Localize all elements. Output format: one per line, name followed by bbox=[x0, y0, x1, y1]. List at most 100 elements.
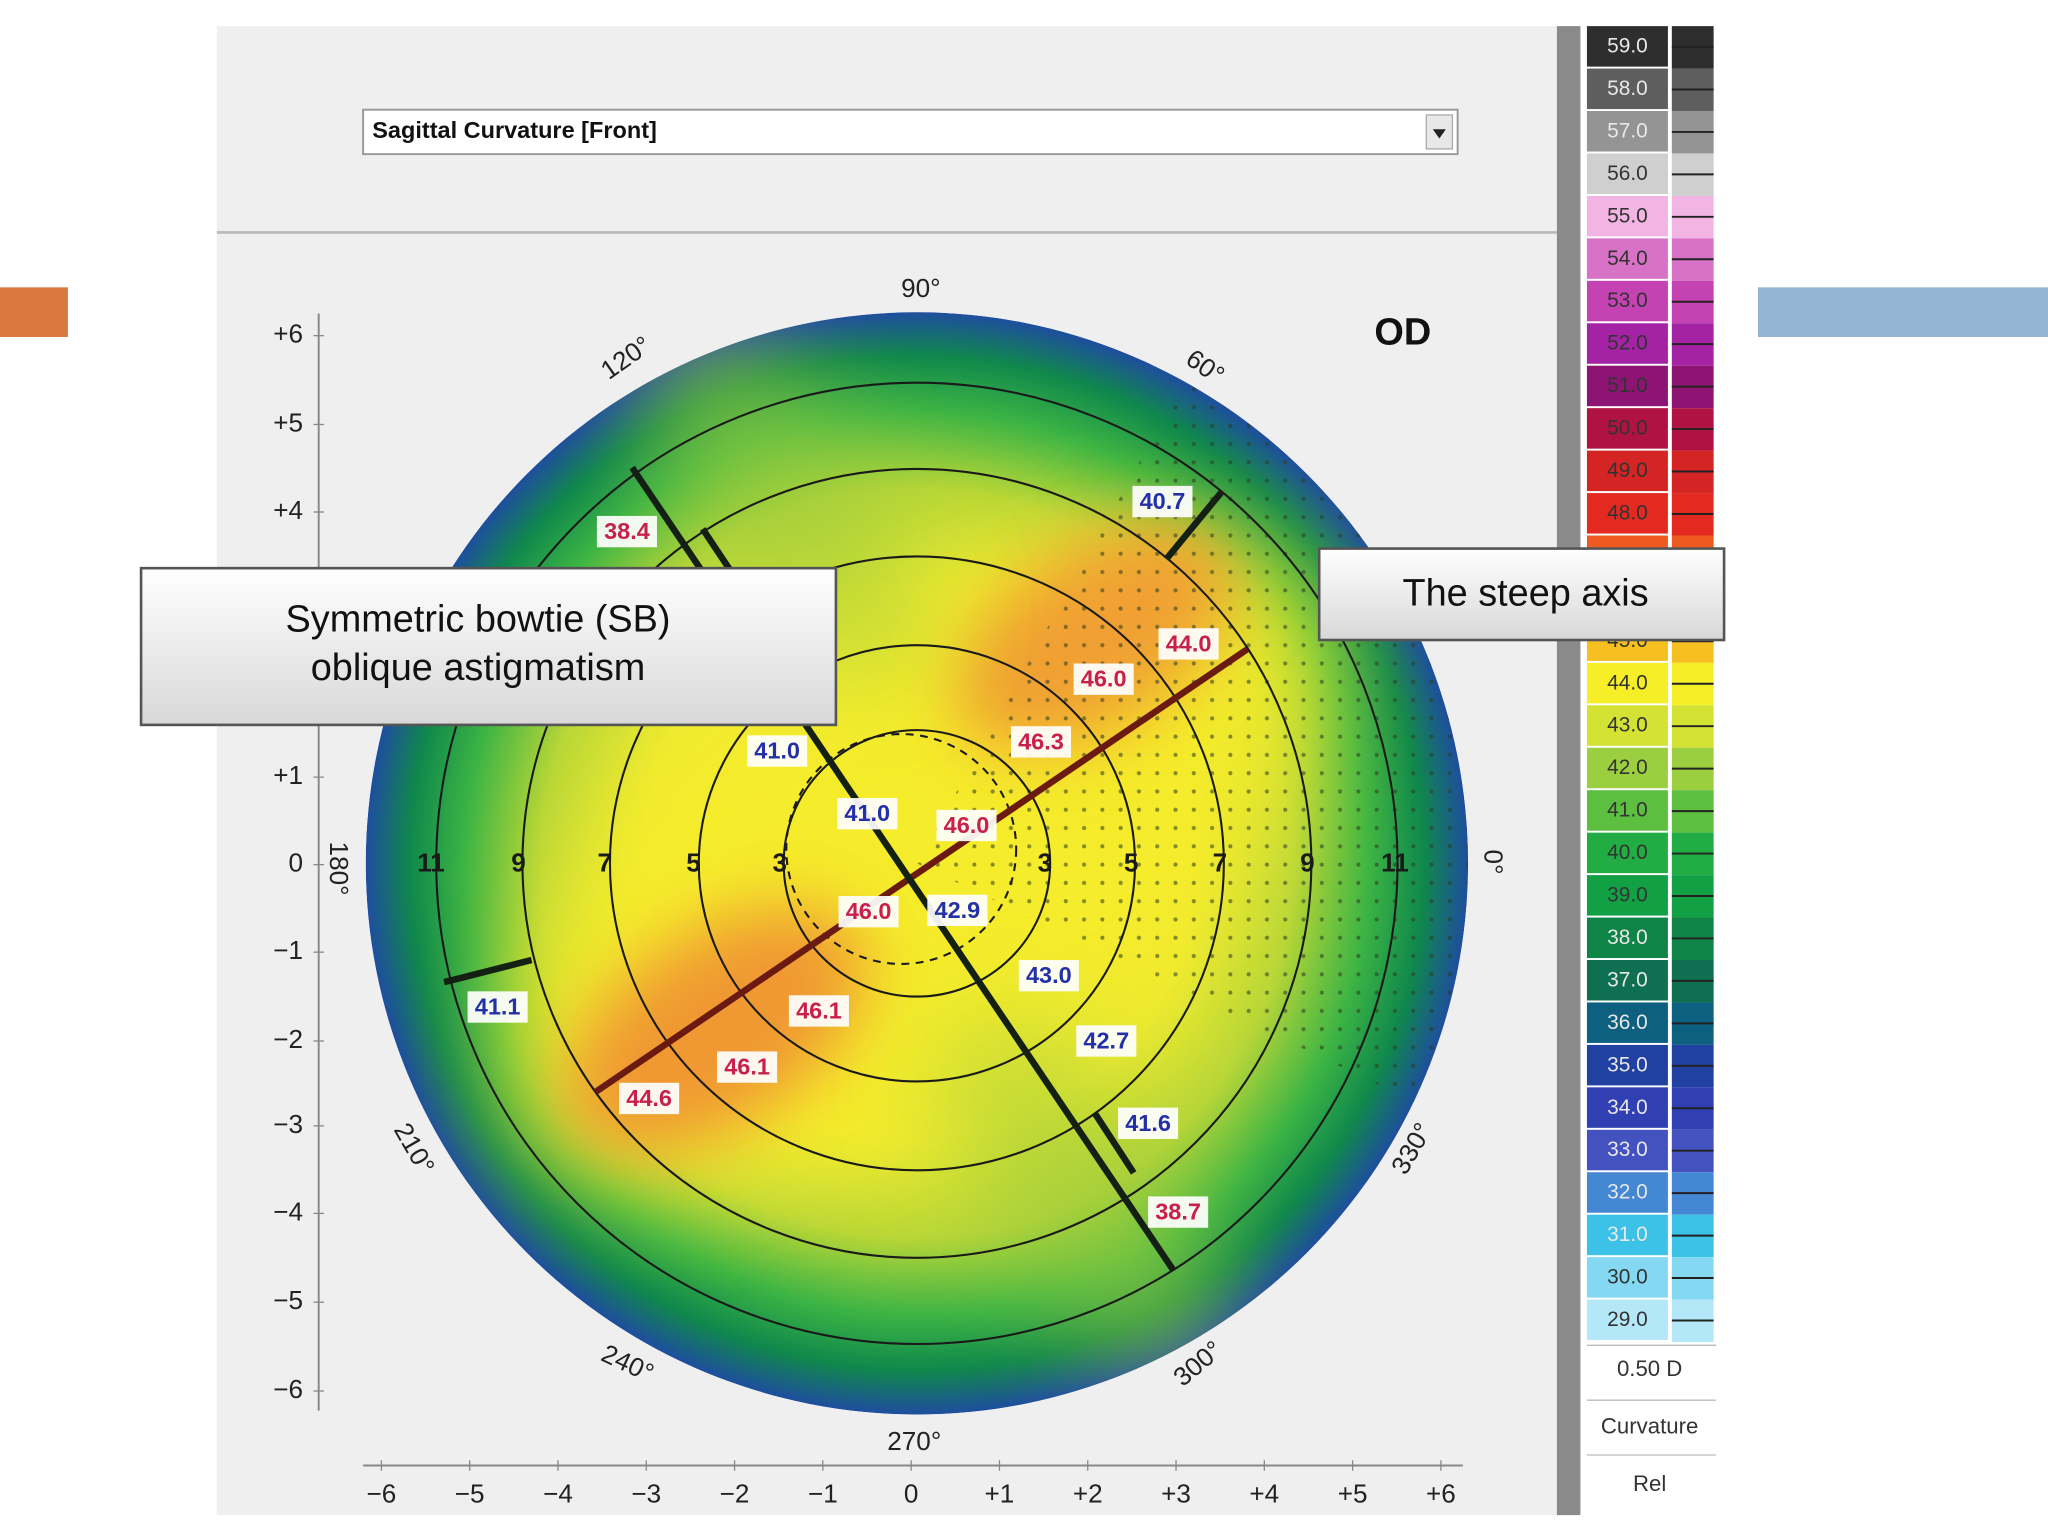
ring-label: 11 bbox=[1381, 848, 1409, 878]
angle-label: 0° bbox=[1479, 850, 1509, 875]
x-tick-label: −5 bbox=[455, 1478, 485, 1508]
x-tick-label: +5 bbox=[1338, 1478, 1368, 1508]
value-box bbox=[838, 896, 899, 928]
value-box bbox=[1158, 628, 1219, 660]
scale-label: 56.0 bbox=[1607, 162, 1648, 185]
callout-text: Symmetric bowtie (SB) bbox=[286, 599, 671, 641]
scale-swatch bbox=[1586, 238, 1668, 279]
scale-swatch bbox=[1586, 875, 1668, 916]
dropdown[interactable] bbox=[362, 108, 1459, 156]
callout-box bbox=[1317, 547, 1726, 642]
scale-label: 41.0 bbox=[1607, 799, 1648, 822]
value-label: 46.1 bbox=[724, 1054, 770, 1080]
scale-swatch bbox=[1586, 450, 1668, 492]
ring-label: 11 bbox=[417, 848, 445, 878]
scale-step: 0.50 D bbox=[1617, 1356, 1682, 1381]
scale-label: 30.0 bbox=[1607, 1266, 1648, 1289]
scale-swatch bbox=[1586, 111, 1668, 152]
meridian-mark bbox=[1091, 1111, 1137, 1175]
value-label: 43.0 bbox=[1026, 962, 1072, 988]
callout-text: oblique astigmatism bbox=[311, 647, 646, 689]
accent-left bbox=[0, 287, 68, 337]
value-box bbox=[1118, 1107, 1179, 1139]
y-tick-label: +5 bbox=[273, 407, 303, 437]
scale-swatch bbox=[1586, 408, 1668, 449]
scale-label: 49.0 bbox=[1607, 459, 1648, 482]
ring bbox=[782, 729, 1052, 998]
value-label: 46.0 bbox=[846, 898, 892, 924]
value-label: 41.6 bbox=[1125, 1110, 1171, 1136]
scale-swatch bbox=[1586, 68, 1668, 110]
x-tick-label: −6 bbox=[366, 1478, 396, 1508]
value-box bbox=[1148, 1196, 1209, 1228]
scale-label: 40.0 bbox=[1607, 841, 1648, 864]
value-box bbox=[936, 809, 997, 842]
scale-swatch bbox=[1586, 1087, 1668, 1128]
value-label: 46.1 bbox=[796, 997, 842, 1023]
value-label: 42.9 bbox=[935, 897, 981, 923]
dropdown-arrow bbox=[1432, 129, 1446, 139]
value-box bbox=[1076, 1025, 1137, 1057]
scale-swatch bbox=[1586, 1129, 1668, 1171]
color-scale: 59.0 58.0 57.0 56.0 55.0 54.0 53.0 52.0 51.0 50.0… bbox=[1586, 26, 1714, 1343]
scale-swatch bbox=[1586, 365, 1668, 407]
x-tick-label: −3 bbox=[631, 1478, 661, 1508]
scale-label: 50.0 bbox=[1607, 417, 1648, 440]
flat-zone bbox=[644, 315, 923, 677]
value-box bbox=[619, 1082, 680, 1115]
scale-label: 51.0 bbox=[1607, 374, 1648, 397]
scale-label: 48.0 bbox=[1607, 501, 1648, 524]
pupil-ring bbox=[785, 732, 1018, 965]
scale-swatch bbox=[1586, 1257, 1668, 1298]
scale-swatch bbox=[1586, 662, 1668, 704]
value-label: 41.0 bbox=[844, 800, 890, 826]
scale-label: 38.0 bbox=[1607, 926, 1648, 949]
scale-label: 52.0 bbox=[1607, 332, 1648, 355]
scale-swatch bbox=[1586, 493, 1668, 534]
y-tick-label: +1 bbox=[273, 760, 303, 790]
scale-swatch bbox=[1586, 1172, 1668, 1213]
y-tick-label: −3 bbox=[273, 1109, 303, 1139]
value-label: 46.0 bbox=[1081, 666, 1127, 692]
value-box bbox=[1073, 663, 1134, 695]
scale-label: 39.0 bbox=[1607, 884, 1648, 907]
x-tick-label: +6 bbox=[1426, 1478, 1456, 1508]
x-tick-label: +4 bbox=[1249, 1478, 1279, 1508]
scale-label: 57.0 bbox=[1607, 119, 1648, 142]
value-box bbox=[467, 991, 528, 1023]
y-tick-label: −6 bbox=[273, 1374, 303, 1404]
value-box bbox=[1132, 485, 1193, 518]
value-label: 44.6 bbox=[626, 1085, 672, 1111]
scale-label: 55.0 bbox=[1607, 204, 1648, 227]
value-box bbox=[788, 995, 849, 1027]
value-label: 42.7 bbox=[1083, 1027, 1129, 1053]
ring-label: 7 bbox=[1213, 848, 1228, 878]
scale-swatch bbox=[1586, 153, 1668, 194]
scale-label: 54.0 bbox=[1607, 247, 1648, 270]
dropdown-label: Sagittal Curvature [Front] bbox=[372, 117, 657, 143]
scale-label: 29.0 bbox=[1607, 1308, 1648, 1331]
value-label: 46.3 bbox=[1018, 728, 1064, 754]
ring bbox=[608, 555, 1225, 1172]
scale-label: 37.0 bbox=[1607, 968, 1648, 991]
scale-swatch bbox=[1586, 323, 1668, 364]
scale-swatch bbox=[1586, 26, 1668, 67]
value-label: 44.0 bbox=[1166, 630, 1212, 656]
scale-swatch bbox=[1586, 280, 1668, 322]
dynamic-layer: +6 +5 +4 +1 0 −1 −2 −3 −4 −5 −6 −6 −5 −4 −3 −2 −1 0 +1 +2 +3… bbox=[273, 273, 1508, 1509]
scale-swatch bbox=[1586, 705, 1668, 746]
scale-swatch bbox=[1586, 1044, 1668, 1086]
ring bbox=[697, 644, 1137, 1083]
x-tick-label: +1 bbox=[985, 1478, 1015, 1508]
value-label: 41.0 bbox=[754, 738, 800, 764]
scale-mode: Curvature bbox=[1601, 1413, 1698, 1438]
scale-label: 58.0 bbox=[1607, 77, 1648, 100]
y-tick-label: −5 bbox=[273, 1285, 303, 1315]
scale-label: 31.0 bbox=[1607, 1223, 1648, 1246]
y-tick-label: 0 bbox=[288, 848, 303, 878]
scale-label: 42.0 bbox=[1607, 756, 1648, 779]
scale-label: 33.0 bbox=[1607, 1138, 1648, 1161]
y-tick-label: −2 bbox=[273, 1024, 303, 1054]
